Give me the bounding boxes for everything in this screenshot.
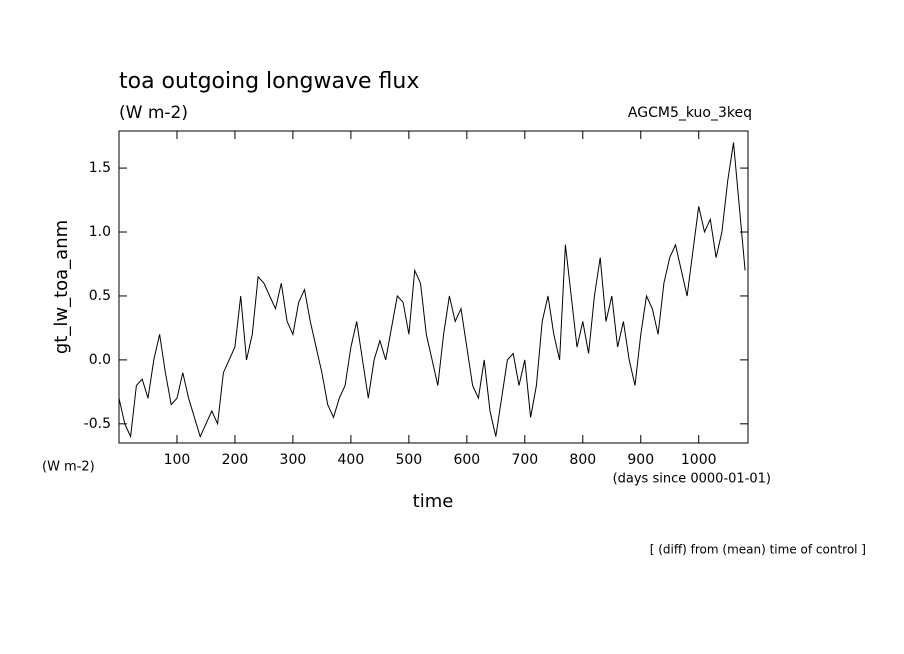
y-units: (W m-2): [42, 460, 95, 475]
x-axis-label: time: [413, 491, 454, 512]
x-tick-label: 700: [511, 452, 538, 468]
chart-title: toa outgoing longwave flux: [119, 69, 419, 94]
y-tick-label: 0.0: [89, 352, 111, 368]
subtitle: (W m-2): [119, 103, 188, 123]
y-tick-label: 1.5: [89, 160, 111, 176]
x-tick-label: 800: [569, 452, 596, 468]
x-tick-label: 1000: [681, 452, 717, 468]
plot-frame: [118, 130, 749, 444]
footnote: [ (diff) from (mean) time of control ]: [650, 543, 866, 557]
y-tick-label: 0.5: [89, 288, 111, 304]
x-tick-label: 200: [222, 452, 249, 468]
x-tick-label: 100: [164, 452, 191, 468]
y-tick-label: 1.0: [89, 224, 111, 240]
x-tick-label: 500: [395, 452, 422, 468]
y-tick-label: -0.5: [84, 416, 111, 432]
x-tick-label: 900: [627, 452, 654, 468]
x-tick-label: 600: [453, 452, 480, 468]
x-tick-label: 300: [280, 452, 307, 468]
x-tick-label: 400: [338, 452, 365, 468]
x-units: (days since 0000-01-01): [613, 472, 771, 487]
annotation: AGCM5_kuo_3keq: [628, 105, 752, 121]
series-line: [118, 142, 746, 439]
y-axis-label: gt_lw_toa_anm: [51, 220, 72, 354]
